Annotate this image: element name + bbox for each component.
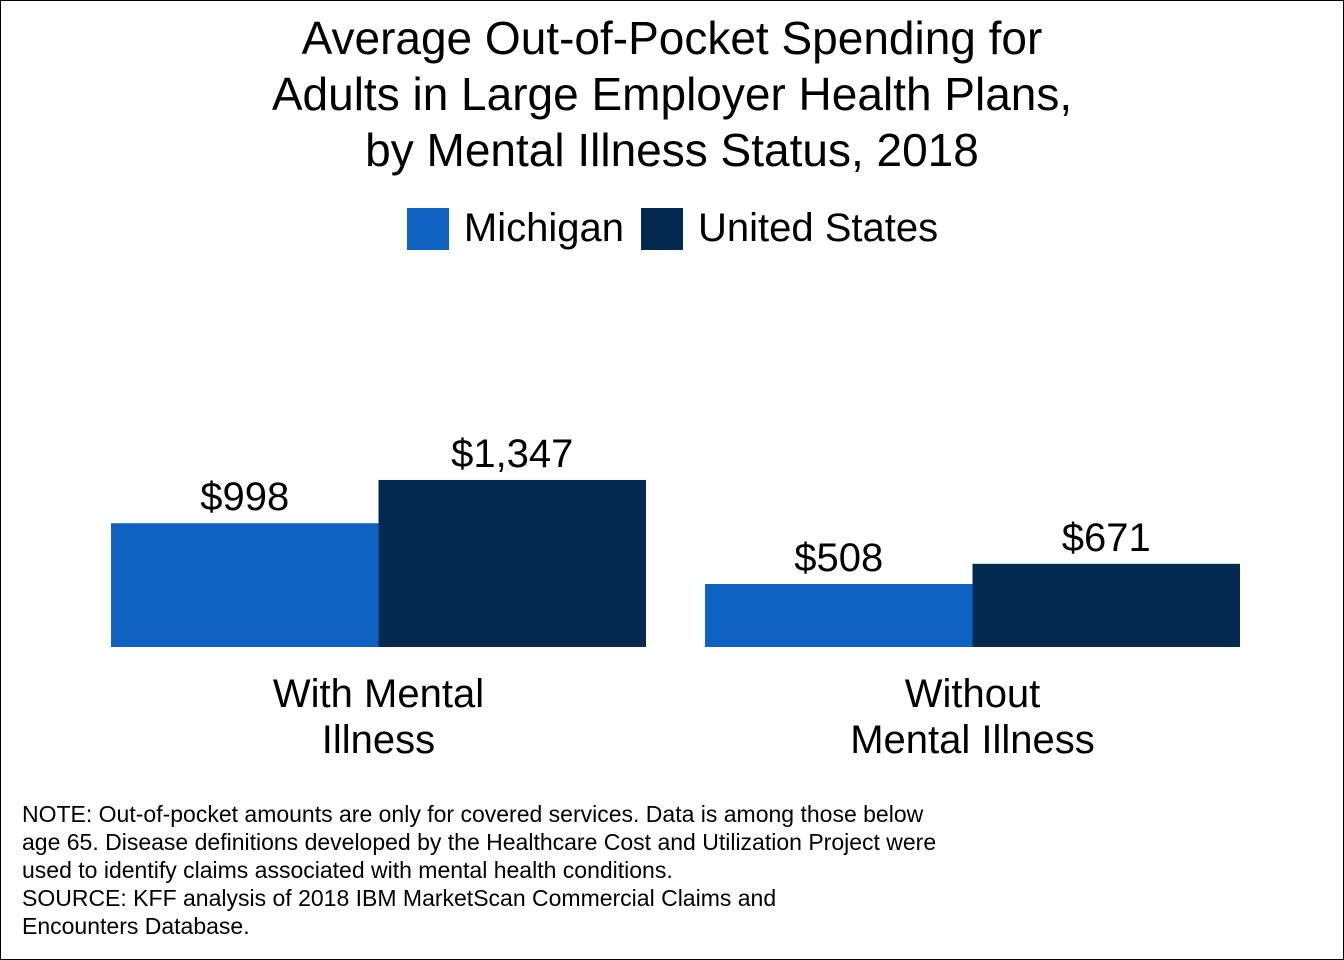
bar-michigan-1 [705,584,973,647]
note-line-1: NOTE: Out-of-pocket amounts are only for… [22,801,924,827]
bar-united-states-0 [378,479,646,647]
title-line-2: Adults in Large Employer Health Plans, [271,68,1073,120]
legend-item-united-states: United States [639,206,939,251]
category-label-1-line-0: Without [905,672,1041,716]
source-line-2: Encounters Database. [22,913,250,939]
legend-label-michigan: Michigan [463,206,624,250]
title-line-3: by Mental Illness Status, 2018 [365,124,979,176]
legend-item-michigan: Michigan [405,206,624,251]
category-label-0-line-1: Illness [322,718,435,762]
data-label-michigan-1: $508 [794,536,883,580]
chart-title: Average Out-of-Pocket Spending for Adult… [0,10,1344,178]
category-label-1-line-1: Mental Illness [850,718,1095,762]
data-label-michigan-0: $998 [200,475,289,519]
legend: Michigan United States [0,206,1344,251]
data-label-united-states-0: $1,347 [451,432,573,476]
legend-swatch-michigan [405,206,450,251]
note-line-2: age 65. Disease definitions developed by… [22,829,937,855]
source-note: NOTE: Out-of-pocket amounts are only for… [22,800,1122,940]
category-label-0-line-0: With Mental [273,672,484,716]
legend-swatch-united-states [639,206,684,251]
bar-united-states-1 [972,563,1240,647]
title-line-1: Average Out-of-Pocket Spending for [301,12,1043,64]
legend-label-united-states: United States [697,206,939,250]
note-line-3: used to identify claims associated with … [22,857,673,883]
bar-michigan-0 [111,523,379,647]
data-label-united-states-1: $671 [1062,516,1151,560]
source-line-1: SOURCE: KFF analysis of 2018 IBM MarketS… [22,885,777,911]
